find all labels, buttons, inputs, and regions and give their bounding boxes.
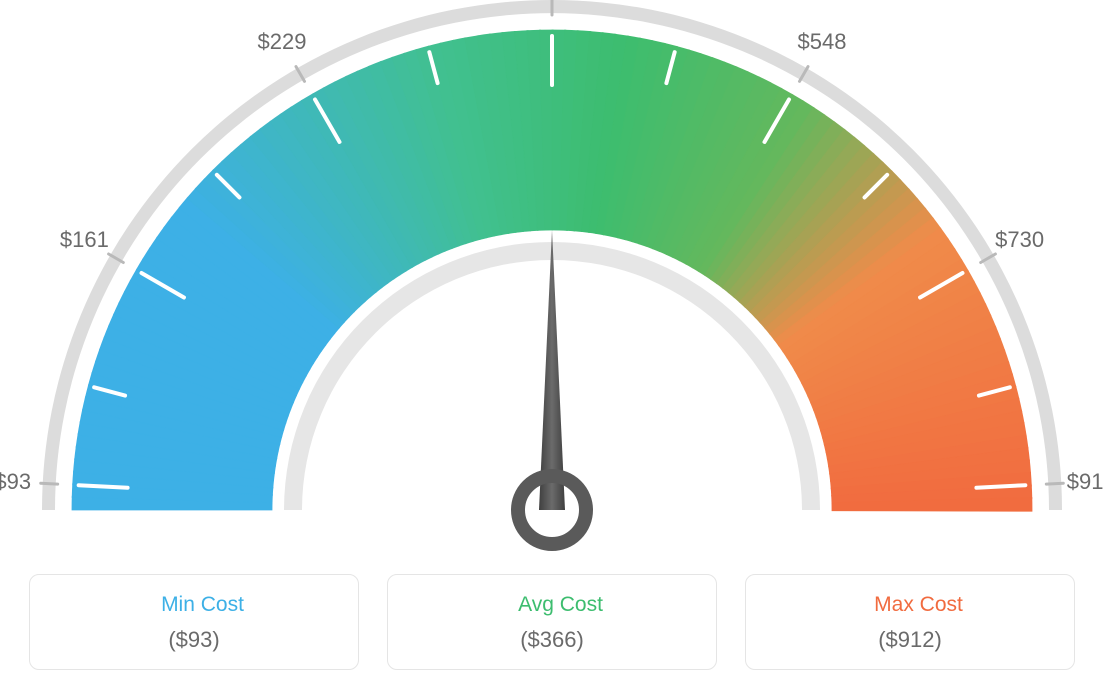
legend-card-max: Max Cost ($912) xyxy=(745,574,1075,670)
gauge-svg xyxy=(0,0,1104,560)
gauge-tick-label: $912 xyxy=(1067,469,1104,495)
legend-dot-max xyxy=(857,599,866,608)
gauge-tick-label: $229 xyxy=(258,29,307,55)
legend-value-min: ($93) xyxy=(40,627,348,653)
gauge-tick-label: $730 xyxy=(995,227,1044,253)
gauge-tick-label: $93 xyxy=(0,469,31,495)
legend-row: Min Cost ($93) Avg Cost ($366) Max Cost … xyxy=(0,574,1104,670)
gauge-tick-label: $161 xyxy=(60,227,109,253)
gauge-tick-label: $548 xyxy=(798,29,847,55)
legend-card-avg: Avg Cost ($366) xyxy=(387,574,717,670)
legend-value-max: ($912) xyxy=(756,627,1064,653)
gauge-chart xyxy=(0,0,1104,560)
legend-title-avg: Avg Cost xyxy=(398,593,706,617)
legend-value-avg: ($366) xyxy=(398,627,706,653)
legend-title-avg-text: Avg Cost xyxy=(518,593,603,616)
cost-gauge-widget: $93$161$229$366$548$730$912 Min Cost ($9… xyxy=(0,0,1104,690)
legend-card-min: Min Cost ($93) xyxy=(29,574,359,670)
legend-title-max-text: Max Cost xyxy=(874,593,963,616)
legend-dot-min xyxy=(144,599,153,608)
legend-title-max: Max Cost xyxy=(756,593,1064,617)
legend-title-min-text: Min Cost xyxy=(161,593,244,616)
legend-dot-avg xyxy=(501,599,510,608)
legend-title-min: Min Cost xyxy=(40,593,348,617)
